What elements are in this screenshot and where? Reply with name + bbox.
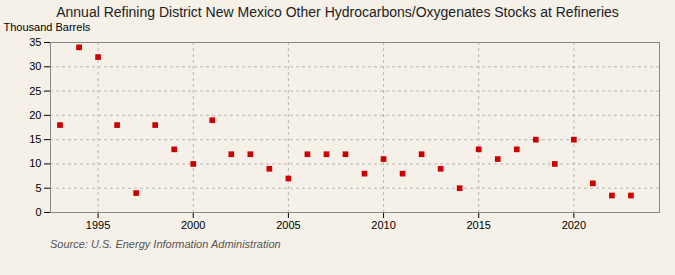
- svg-text:15: 15: [29, 133, 41, 145]
- svg-text:2015: 2015: [466, 219, 490, 231]
- html-text:Source: U.S. Energy Informatio: Source: U.S. Energy Information Administ…: [50, 238, 281, 250]
- svg-text:5: 5: [35, 182, 41, 194]
- svg-text:20: 20: [29, 109, 41, 121]
- svg-text:30: 30: [29, 60, 41, 72]
- html-text:Annual Refining District New M: Annual Refining District New Mexico Othe…: [56, 4, 619, 20]
- svg-text:2020: 2020: [562, 219, 586, 231]
- svg-text:35: 35: [29, 36, 41, 48]
- svg-text:0: 0: [35, 206, 41, 218]
- svg-text:25: 25: [29, 85, 41, 97]
- svg-text:2010: 2010: [371, 219, 395, 231]
- svg-text:2000: 2000: [181, 219, 205, 231]
- svg-text:1995: 1995: [86, 219, 110, 231]
- svg-text:10: 10: [29, 157, 41, 169]
- svg-text:Thousand Barrels: Thousand Barrels: [4, 21, 91, 33]
- svg-text:2005: 2005: [276, 219, 300, 231]
